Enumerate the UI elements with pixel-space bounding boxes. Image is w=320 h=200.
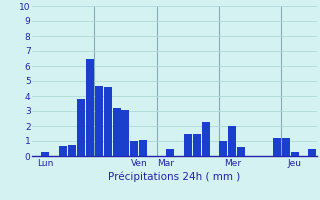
Bar [104,87,112,156]
Bar [291,152,299,156]
Bar [273,138,281,156]
Bar [68,145,76,156]
Bar [139,140,147,156]
Bar [95,86,103,156]
Bar [77,99,85,156]
Bar [86,58,94,156]
Bar [219,141,227,156]
Bar [41,152,49,156]
Bar [166,148,174,156]
X-axis label: Précipitations 24h ( mm ): Précipitations 24h ( mm ) [108,172,241,182]
Bar [193,134,201,156]
Bar [228,126,236,156]
Bar [113,108,121,156]
Bar [308,148,316,156]
Bar [202,121,210,156]
Bar [59,146,67,156]
Bar [122,110,130,156]
Bar [282,138,290,156]
Bar [184,134,192,156]
Bar [130,141,138,156]
Bar [237,147,245,156]
